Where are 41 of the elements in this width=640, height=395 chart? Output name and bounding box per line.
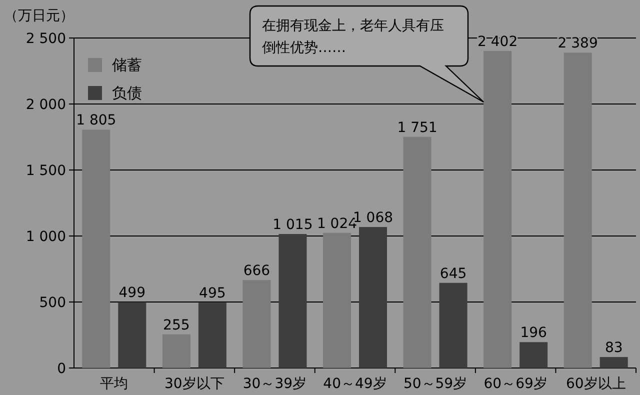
bar [278, 234, 307, 368]
bar [564, 52, 592, 368]
x-tick-label: 30岁以下 [164, 376, 224, 392]
bar [82, 130, 110, 368]
x-tick-label: 60～69岁 [484, 376, 548, 392]
data-label: 255 [163, 317, 190, 334]
x-tick-label: 平均 [100, 376, 128, 392]
data-label: 499 [118, 285, 146, 302]
bar [439, 282, 468, 368]
bar [484, 50, 512, 368]
legend-label: 负债 [112, 84, 142, 102]
y-tick-label: 2 000 [26, 97, 66, 113]
bar [520, 342, 548, 368]
data-label: 1 015 [272, 217, 313, 234]
x-tick-label: 60岁以上 [566, 376, 626, 392]
bar [359, 227, 387, 368]
data-label: 83 [604, 340, 623, 356]
x-tick-label: 40～49岁 [323, 376, 387, 392]
legend-label: 储蓄 [112, 56, 142, 74]
data-label: 666 [243, 263, 270, 280]
x-tick-label: 50～59岁 [403, 376, 468, 392]
data-label: 495 [199, 286, 226, 302]
x-tick-label: 30～39岁 [242, 376, 307, 392]
bar [600, 357, 628, 368]
data-label: 1 751 [397, 120, 438, 136]
data-label: 196 [520, 325, 548, 342]
data-label: 645 [440, 266, 467, 282]
y-axis-title: （万日元） [4, 8, 74, 24]
bar [403, 136, 432, 368]
data-label: 1 805 [76, 112, 116, 129]
bar [118, 302, 146, 368]
y-tick-label: 1 000 [26, 229, 66, 245]
annotation: 在拥有现金上，老年人具有压倒性优势…… [262, 18, 444, 56]
y-tick-label: 2 500 [26, 31, 66, 47]
bar [242, 280, 271, 368]
y-tick-label: 0 [57, 361, 66, 377]
bar [162, 334, 190, 368]
y-tick-label: 500 [39, 295, 66, 311]
bar [198, 302, 226, 368]
bar [323, 232, 351, 368]
y-tick-label: 1 500 [26, 163, 66, 179]
